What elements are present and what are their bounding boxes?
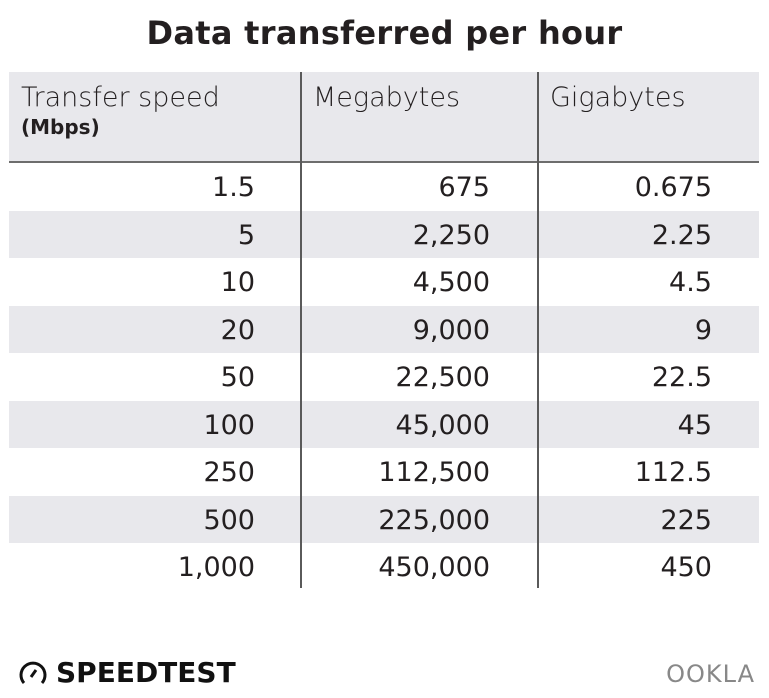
table-cell: 675 [438, 172, 490, 203]
table-row: 1,000 450,000 450 [9, 543, 759, 591]
table-cell: 0.675 [634, 172, 712, 203]
header-transfer-speed: Transfer speed (Mbps) [21, 82, 220, 139]
brand-name: SPEEDTEST [56, 656, 236, 689]
table-cell: 22,500 [395, 362, 490, 393]
ookla-logo: OOKLA [666, 660, 755, 688]
table-cell: 10 [220, 267, 255, 298]
speedtest-logo: SPEEDTEST [18, 656, 236, 689]
table-cell: 1,000 [177, 552, 255, 583]
table-cell: 22.5 [651, 362, 712, 393]
table-cell: 1.5 [212, 172, 255, 203]
table-cell: 9 [694, 314, 712, 346]
table-cell: 2,250 [412, 219, 490, 251]
table-cell: 2.25 [651, 219, 712, 251]
table-cell: 5 [237, 219, 255, 251]
table-row: 5 2,250 2.25 [9, 210, 759, 258]
table-row: 1.5 675 0.675 [9, 163, 759, 211]
table-cell: 225 [660, 504, 712, 536]
speedometer-icon [19, 661, 47, 684]
table-cell: 250 [203, 457, 255, 488]
table-row: 10 4,500 4.5 [9, 258, 759, 306]
column-divider [300, 72, 302, 588]
table-cell: 20 [220, 314, 255, 346]
table-cell: 112.5 [634, 457, 712, 488]
table-header: Transfer speed (Mbps) Megabytes Gigabyte… [9, 72, 759, 163]
table-cell: 45,000 [395, 409, 490, 441]
table-cell: 4,500 [412, 267, 490, 298]
table-row: 500 225,000 225 [9, 495, 759, 543]
table-cell: 45 [677, 409, 712, 441]
table-cell: 100 [203, 409, 255, 441]
table-cell: 225,000 [378, 504, 490, 536]
header-gigabytes: Gigabytes [550, 82, 686, 113]
table-cell: 9,000 [412, 314, 490, 346]
chart-title: Data transferred per hour [146, 14, 623, 52]
table-row: 250 112,500 112.5 [9, 448, 759, 496]
table-cell: 500 [203, 504, 255, 536]
table-cell: 112,500 [378, 457, 490, 488]
table-cell: 450 [660, 552, 712, 583]
table-cell: 450,000 [378, 552, 490, 583]
header-unit: (Mbps) [21, 115, 100, 139]
header-label: Transfer speed [21, 82, 220, 113]
column-divider [537, 72, 539, 588]
table-cell: 50 [220, 362, 255, 393]
table-row: 100 45,000 45 [9, 400, 759, 448]
header-megabytes: Megabytes [313, 82, 461, 113]
data-table: Transfer speed (Mbps) Megabytes Gigabyte… [9, 72, 759, 591]
table-row: 20 9,000 9 [9, 305, 759, 353]
table-body: 1.5 675 0.675 5 2,250 2.25 10 4,500 4.5 20 9,000 9 5… [9, 163, 759, 591]
table-cell: 4.5 [669, 267, 712, 298]
table-row: 50 22,500 22.5 [9, 353, 759, 401]
